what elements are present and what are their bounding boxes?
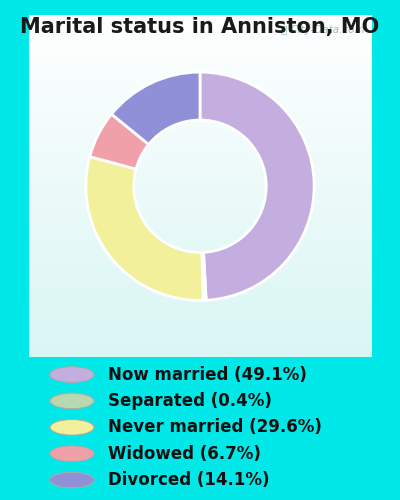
Wedge shape xyxy=(202,252,206,300)
Circle shape xyxy=(50,472,94,488)
Text: Now married (49.1%): Now married (49.1%) xyxy=(108,366,307,384)
Text: Divorced (14.1%): Divorced (14.1%) xyxy=(108,471,270,489)
Text: Never married (29.6%): Never married (29.6%) xyxy=(108,418,322,436)
Text: Separated (0.4%): Separated (0.4%) xyxy=(108,392,272,410)
Wedge shape xyxy=(90,114,149,169)
Wedge shape xyxy=(86,156,203,300)
Circle shape xyxy=(50,446,94,462)
Wedge shape xyxy=(200,72,314,300)
Circle shape xyxy=(50,420,94,435)
Wedge shape xyxy=(112,72,200,144)
Text: ⓘ City-Data.com: ⓘ City-Data.com xyxy=(281,26,364,36)
Circle shape xyxy=(50,393,94,409)
Text: Widowed (6.7%): Widowed (6.7%) xyxy=(108,444,261,462)
Circle shape xyxy=(50,367,94,382)
Text: Marital status in Anniston, MO: Marital status in Anniston, MO xyxy=(20,18,380,38)
